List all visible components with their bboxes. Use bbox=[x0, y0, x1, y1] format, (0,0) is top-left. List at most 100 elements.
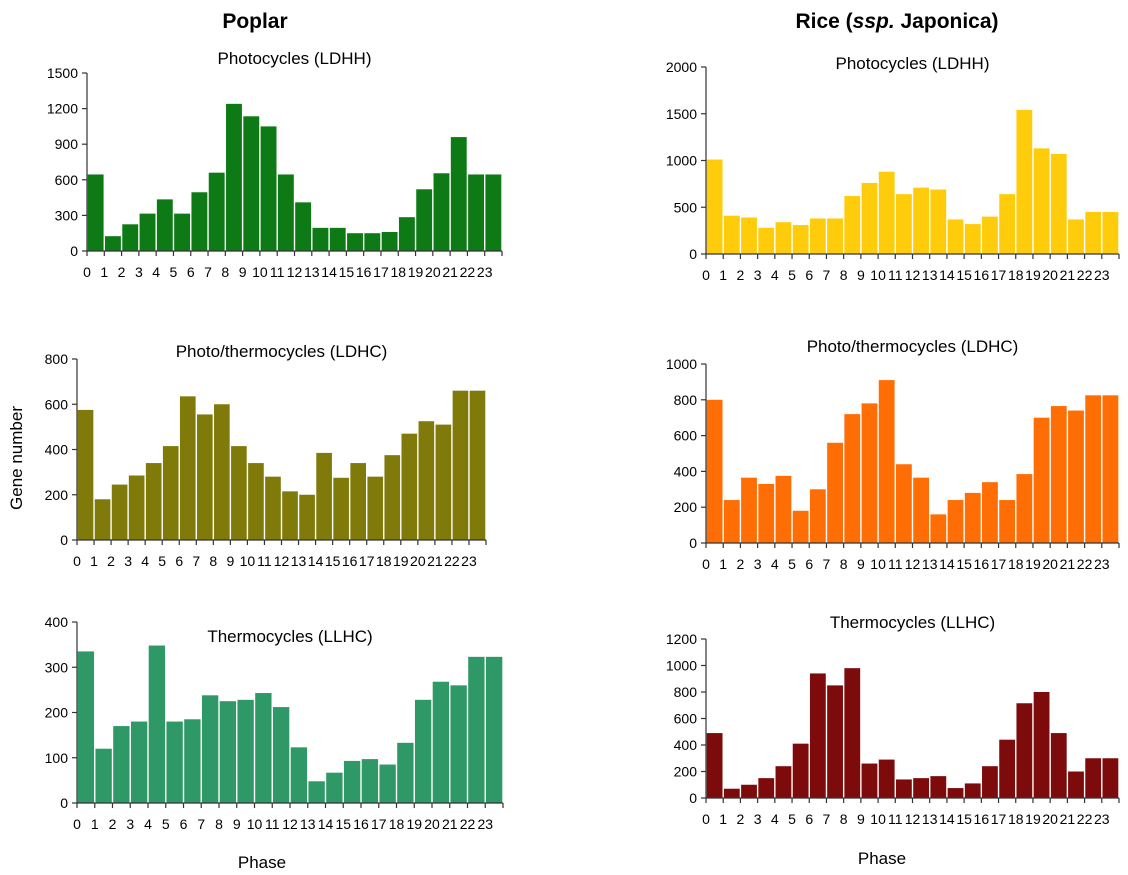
x-axis-title-poplar: Phase bbox=[238, 853, 286, 872]
bar-phase-3 bbox=[758, 778, 775, 799]
bar-phase-9 bbox=[243, 116, 260, 251]
x-tick-label: 6 bbox=[175, 553, 183, 569]
chart-title: Thermocycles (LLHC) bbox=[830, 613, 995, 632]
x-tick-label: 10 bbox=[252, 264, 268, 280]
bar-phase-17 bbox=[381, 232, 398, 251]
y-tick-label: 800 bbox=[674, 684, 698, 700]
bar-phase-23 bbox=[485, 656, 503, 803]
y-tick-label: 800 bbox=[45, 351, 69, 367]
x-tick-label: 13 bbox=[922, 556, 938, 572]
bar-phase-20 bbox=[1050, 406, 1067, 543]
bar-phase-1 bbox=[723, 788, 740, 798]
bar-phase-12 bbox=[290, 747, 308, 803]
x-tick-label: 17 bbox=[371, 816, 387, 832]
bar-phase-1 bbox=[723, 215, 740, 254]
bar-phase-9 bbox=[231, 446, 247, 540]
x-tick-label: 2 bbox=[118, 264, 126, 280]
x-tick-label: 20 bbox=[1042, 267, 1058, 283]
bar-phase-16 bbox=[982, 766, 998, 798]
x-tick-label: 7 bbox=[204, 264, 212, 280]
bar-phase-4 bbox=[775, 766, 792, 798]
x-tick-label: 9 bbox=[857, 556, 865, 572]
x-tick-label: 13 bbox=[304, 264, 320, 280]
x-tick-label: 3 bbox=[754, 267, 762, 283]
bar-phase-3 bbox=[128, 475, 145, 540]
x-tick-label: 16 bbox=[342, 553, 358, 569]
x-tick-label: 20 bbox=[1042, 811, 1058, 827]
bar-phase-17 bbox=[999, 739, 1016, 798]
chart-rice-llhc: Thermocycles (LLHC)020040060080010001200… bbox=[666, 613, 1120, 827]
x-tick-label: 21 bbox=[427, 553, 443, 569]
bar-phase-8 bbox=[214, 404, 230, 540]
bar-phase-10 bbox=[255, 693, 272, 803]
x-tick-label: 6 bbox=[805, 811, 813, 827]
bar-phase-20 bbox=[1050, 153, 1067, 254]
bar-phase-3 bbox=[139, 213, 156, 251]
x-tick-label: 7 bbox=[823, 267, 831, 283]
x-tick-label: 18 bbox=[390, 264, 406, 280]
x-tick-label: 16 bbox=[356, 264, 372, 280]
bar-phase-2 bbox=[122, 224, 139, 251]
x-tick-label: 22 bbox=[460, 264, 476, 280]
bar-phase-7 bbox=[201, 695, 219, 803]
bar-phase-10 bbox=[878, 380, 895, 543]
x-tick-label: 14 bbox=[321, 264, 337, 280]
x-tick-label: 22 bbox=[1077, 267, 1093, 283]
x-tick-label: 16 bbox=[974, 267, 990, 283]
x-tick-label: 4 bbox=[771, 811, 779, 827]
x-tick-label: 10 bbox=[870, 811, 886, 827]
bar-phase-2 bbox=[741, 217, 757, 254]
bar-phase-19 bbox=[1033, 692, 1050, 798]
x-tick-label: 19 bbox=[408, 264, 424, 280]
y-axis-title: Gene number bbox=[7, 406, 26, 510]
y-tick-label: 0 bbox=[689, 246, 697, 262]
bar-phase-12 bbox=[913, 477, 930, 543]
x-tick-label: 3 bbox=[126, 816, 134, 832]
bar-phase-22 bbox=[1085, 758, 1102, 798]
bar-phase-6 bbox=[179, 396, 196, 540]
x-tick-label: 0 bbox=[83, 264, 91, 280]
y-tick-label: 2000 bbox=[666, 59, 697, 75]
y-tick-label: 1000 bbox=[666, 356, 697, 372]
y-tick-label: 500 bbox=[674, 199, 698, 215]
bar-phase-19 bbox=[414, 699, 432, 803]
bar-phase-21 bbox=[435, 424, 452, 540]
x-tick-label: 15 bbox=[325, 553, 341, 569]
x-tick-label: 23 bbox=[461, 553, 477, 569]
bar-phase-22 bbox=[468, 174, 485, 251]
bar-phase-1 bbox=[723, 500, 740, 543]
x-tick-label: 18 bbox=[1008, 556, 1024, 572]
bar-phase-4 bbox=[775, 222, 792, 254]
y-tick-label: 0 bbox=[689, 535, 697, 551]
bar-phase-11 bbox=[272, 707, 290, 803]
bar-phase-10 bbox=[260, 126, 277, 251]
bar-phase-6 bbox=[809, 673, 826, 798]
bar-phase-12 bbox=[282, 491, 298, 540]
bar-phase-18 bbox=[1016, 474, 1033, 543]
x-tick-label: 11 bbox=[265, 816, 280, 832]
bar-phase-22 bbox=[1085, 395, 1102, 543]
bar-phase-16 bbox=[982, 482, 998, 543]
y-tick-label: 400 bbox=[674, 737, 698, 753]
x-tick-label: 18 bbox=[1008, 811, 1024, 827]
x-tick-label: 3 bbox=[754, 811, 762, 827]
x-tick-label: 7 bbox=[192, 553, 200, 569]
bar-phase-18 bbox=[1016, 110, 1033, 254]
x-tick-label: 5 bbox=[158, 553, 166, 569]
chart-title: Photo/thermocycles (LDHC) bbox=[807, 337, 1019, 356]
bar-phase-14 bbox=[947, 219, 964, 254]
x-tick-label: 21 bbox=[1060, 811, 1076, 827]
x-tick-label: 4 bbox=[152, 264, 160, 280]
bar-phase-15 bbox=[964, 224, 981, 254]
bar-phase-13 bbox=[930, 514, 947, 543]
x-tick-label: 2 bbox=[737, 556, 745, 572]
x-tick-label: 21 bbox=[442, 816, 458, 832]
x-tick-label: 11 bbox=[888, 267, 903, 283]
x-tick-label: 2 bbox=[109, 816, 117, 832]
x-tick-label: 13 bbox=[291, 553, 307, 569]
x-tick-label: 7 bbox=[823, 556, 831, 572]
bar-phase-10 bbox=[248, 463, 264, 540]
